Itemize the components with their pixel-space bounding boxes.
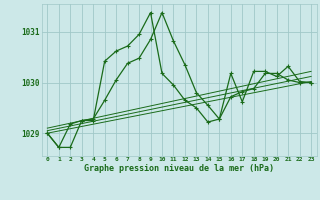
X-axis label: Graphe pression niveau de la mer (hPa): Graphe pression niveau de la mer (hPa) [84,164,274,173]
